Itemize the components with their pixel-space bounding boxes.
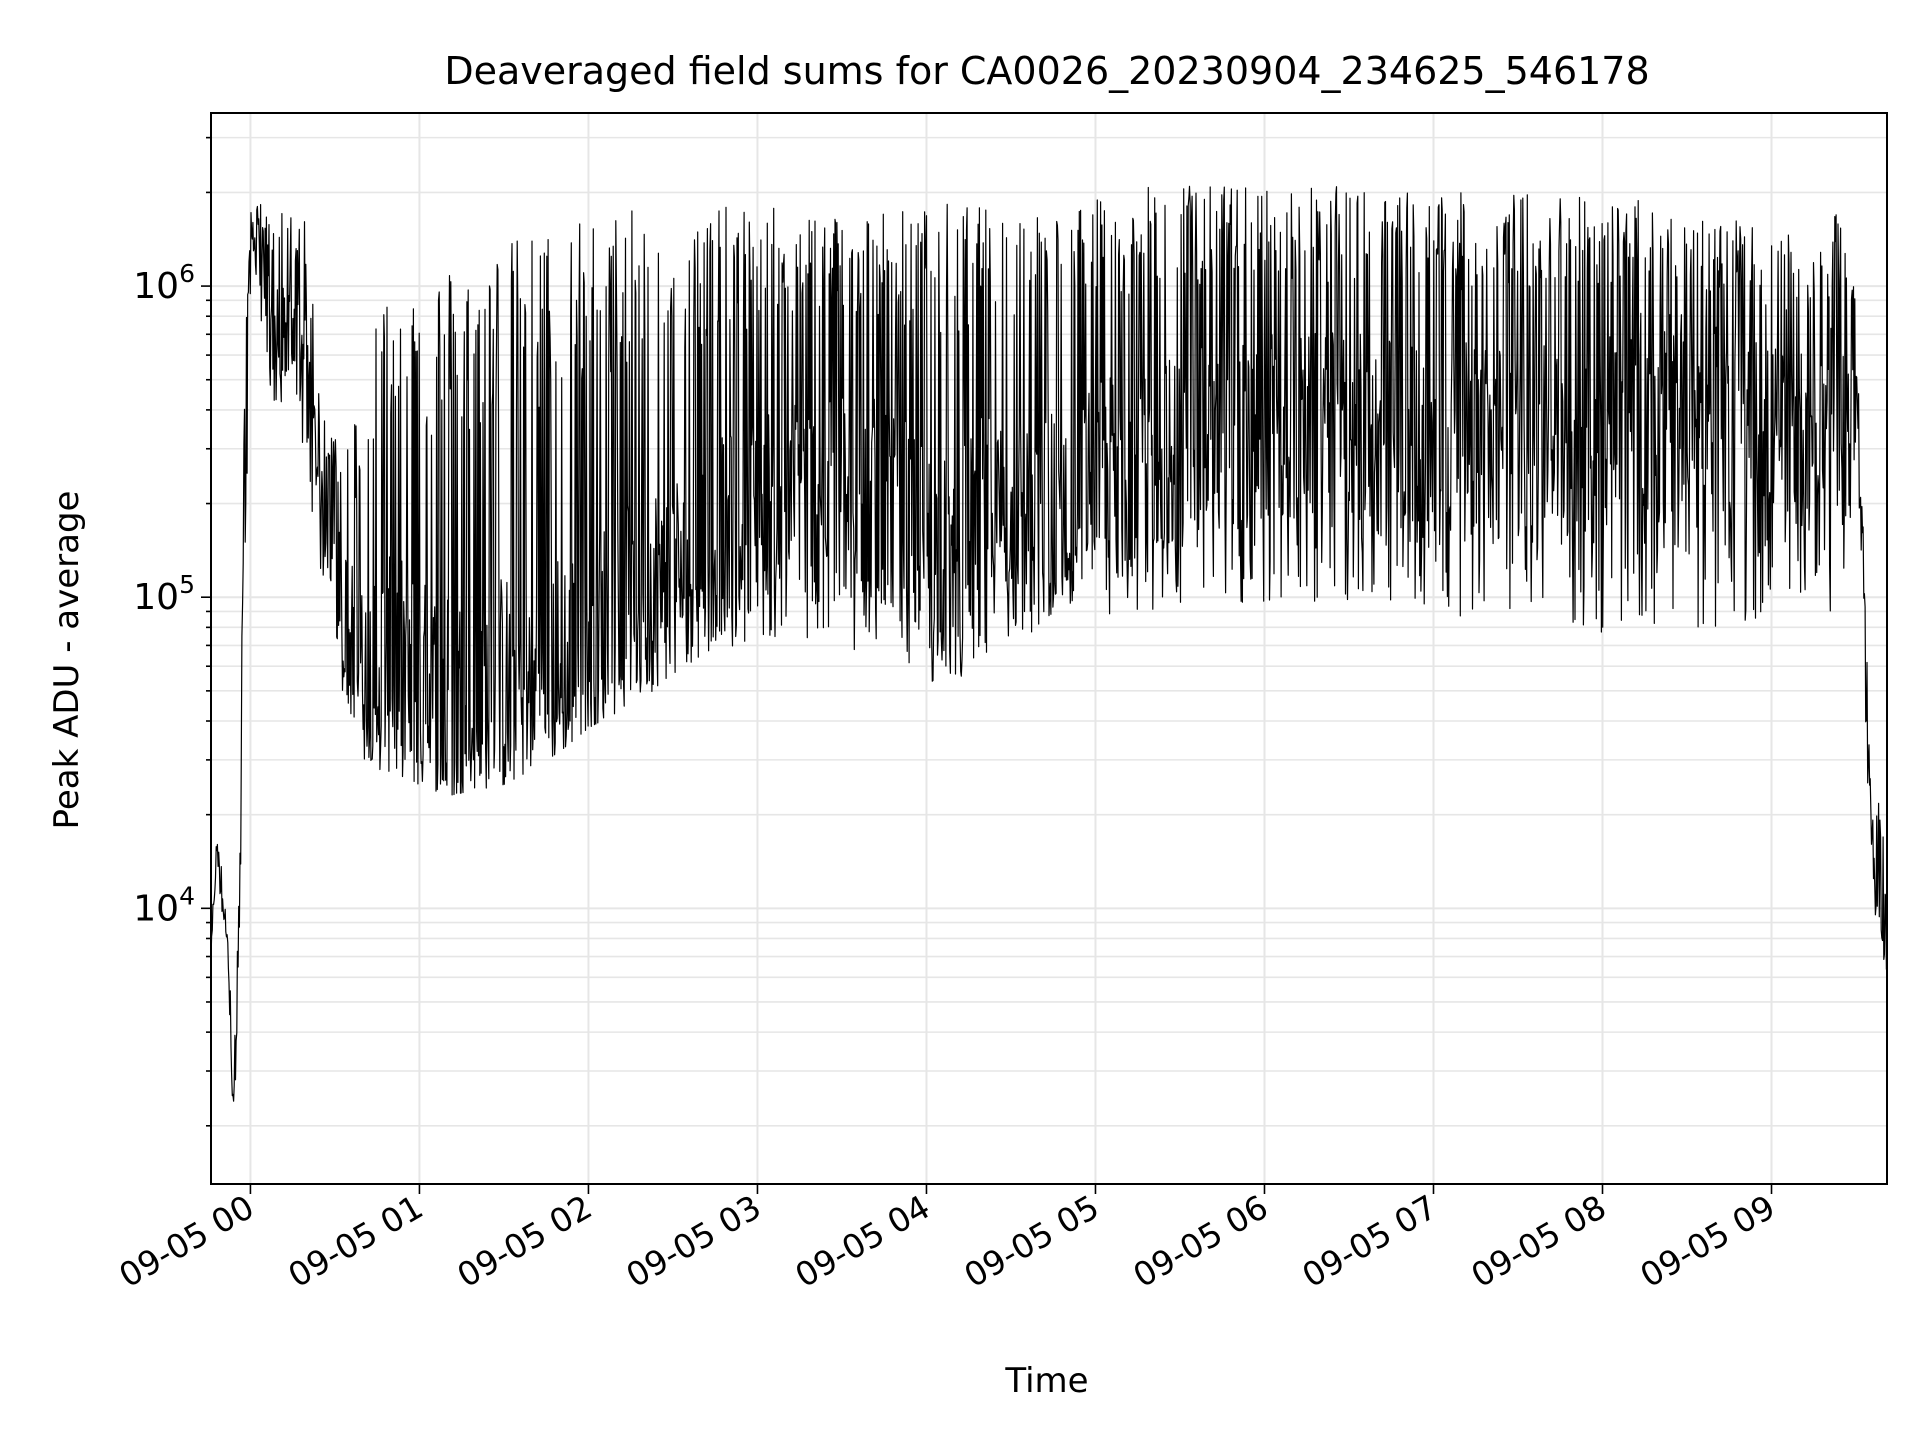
y-tick-label: 105 — [133, 570, 195, 618]
series-line — [210, 185, 1888, 1102]
series-trace — [210, 185, 1888, 1102]
y-tick-label: 106 — [133, 259, 195, 307]
chart-title: Deaveraged field sums for CA0026_2023090… — [444, 49, 1649, 93]
y-axis-label: Peak ADU - average — [47, 491, 87, 830]
y-tick-label: 104 — [133, 881, 195, 929]
plot-frame — [210, 112, 1888, 1185]
x-axis-label: Time — [1004, 1361, 1088, 1401]
